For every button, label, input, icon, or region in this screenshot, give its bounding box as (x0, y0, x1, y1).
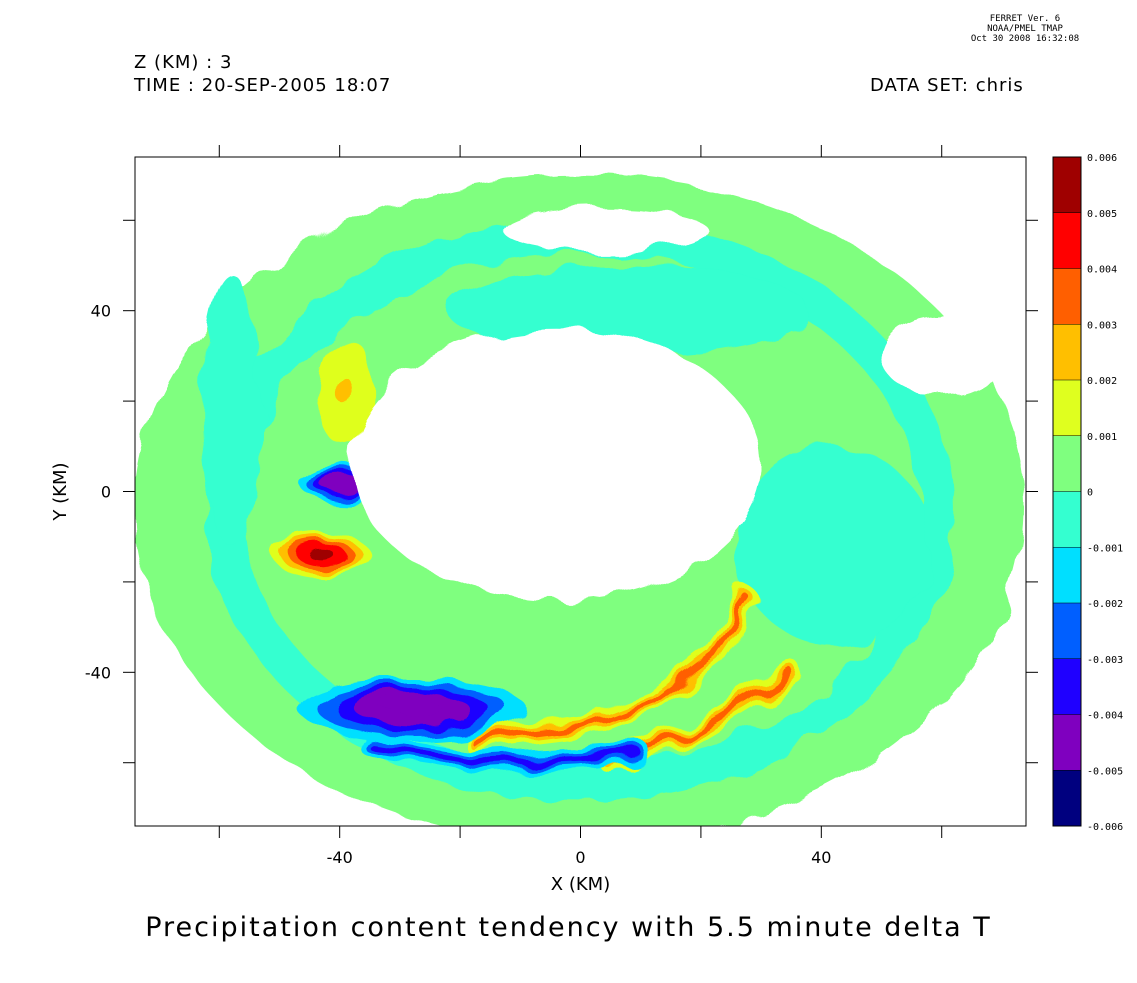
colorbar-label: 0.001 (1087, 432, 1117, 443)
colorbar-label: 0.004 (1087, 265, 1117, 276)
y-tick-label: -40 (85, 663, 111, 682)
blob-0-core (382, 700, 442, 717)
colorbar-label: -0.003 (1087, 655, 1123, 666)
field-layer (135, 175, 1026, 826)
y-tick-label: 40 (91, 302, 111, 321)
chart-title: Precipitation content tendency with 5.5 … (145, 912, 992, 943)
colorbar: -0.006 -0.005 -0.004 -0.003 -0.002 -0.001 0 0.0… (1052, 153, 1123, 833)
colorbar-swatch (1053, 435, 1081, 492)
colorbar-label: -0.005 (1087, 766, 1123, 777)
blob-1-core (308, 549, 335, 561)
colorbar-swatch (1053, 547, 1081, 603)
dataset-label: DATA SET: chris (870, 75, 1024, 96)
stamp-date: Oct 30 2008 16:32:08 (970, 34, 1080, 44)
y-axis-label: Y (KM) (50, 462, 71, 521)
colorbar-swatch (1053, 770, 1081, 826)
x-tick-label: -40 (327, 848, 353, 867)
colorbar-swatch (1053, 714, 1081, 771)
colorbar-label: 0.002 (1087, 376, 1117, 387)
colorbar-label: -0.001 (1087, 543, 1123, 554)
cyan-west-patch (201, 274, 262, 546)
data-gap-east (881, 315, 1002, 397)
blob-2-core (329, 477, 351, 488)
ferret-stamp: FERRET Ver. 6 NOAA/PMEL TMAP Oct 30 2008… (960, 14, 1090, 44)
colorbar-swatch (1053, 212, 1081, 269)
colorbar-swatch (1053, 268, 1081, 325)
colorbar-swatch (1053, 324, 1081, 380)
colorbar-swatch (1053, 603, 1081, 659)
z-label: Z (KM) : 3 (134, 52, 233, 73)
colorbar-label: 0.006 (1087, 153, 1117, 164)
y-tick-label: 0 (101, 483, 111, 502)
x-axis-label: X (KM) (551, 874, 610, 895)
cyan-east-patch (737, 446, 930, 646)
stamp-org: NOAA/PMEL TMAP (987, 24, 1063, 34)
stamp-version: FERRET Ver. 6 (989, 14, 1061, 24)
colorbar-label: -0.006 (1087, 822, 1123, 833)
colorbar-swatch (1053, 157, 1081, 213)
colorbar-label: 0 (1087, 488, 1093, 499)
colorbar-label: 0.005 (1087, 209, 1117, 220)
colorbar-label: -0.004 (1087, 711, 1123, 722)
colorbar-swatch (1053, 380, 1081, 436)
colorbar-label: -0.002 (1087, 599, 1123, 610)
data-gap-center (351, 328, 762, 600)
plot-frame: -40 0 40 -40 0 40 X (KM) Y (KM) (50, 145, 1038, 895)
x-tick-label: 40 (811, 848, 831, 867)
band-core-2 (366, 741, 644, 766)
time-label: TIME : 20-SEP-2005 18:07 (134, 75, 392, 96)
colorbar-swatch (1053, 491, 1081, 548)
band-core-0 (469, 597, 753, 744)
blob-3-core (338, 377, 354, 407)
colorbar-swatch (1053, 658, 1081, 715)
data-gap-north (502, 206, 707, 252)
contour-field (135, 175, 1026, 826)
colorbar-label: 0.003 (1087, 320, 1117, 331)
x-tick-label: 0 (575, 848, 585, 867)
